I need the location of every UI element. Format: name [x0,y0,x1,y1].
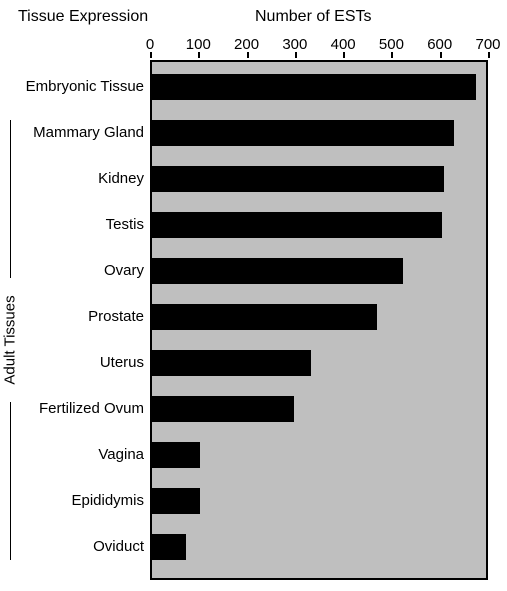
bar [152,212,442,238]
x-tick-mark [150,52,152,58]
x-tick-mark [198,52,200,58]
category-label: Ovary [4,262,144,279]
x-tick-mark [343,52,345,58]
category-label: Mammary Gland [4,124,144,141]
bar [152,350,311,376]
category-label: Vagina [4,446,144,463]
adult-tissues-label: Adult Tissues [2,295,19,384]
bracket-line-top [10,120,11,278]
bar [152,534,186,560]
x-tick-label: 400 [323,36,363,53]
est-bar-chart: Tissue Expression Number of ESTs 0 100 200… [0,0,507,591]
category-label: Epididymis [4,492,144,509]
x-tick-label: 0 [130,36,170,53]
x-tick-mark [247,52,249,58]
axis-title-right: Number of ESTs [255,8,371,26]
category-label: Testis [4,216,144,233]
x-tick-label: 600 [420,36,460,53]
axis-title-left: Tissue Expression [18,8,148,26]
bar [152,304,377,330]
category-label: Oviduct [4,538,144,555]
category-label: Prostate [4,308,144,325]
x-tick-mark [295,52,297,58]
x-tick-label: 200 [227,36,267,53]
bar [152,396,294,422]
bracket-line-bottom [10,402,11,560]
bar [152,258,403,284]
bar [152,166,444,192]
x-tick-label: 700 [468,36,507,53]
category-label: Fertilized Ovum [4,400,144,417]
x-tick-mark [488,52,490,58]
x-tick-label: 500 [371,36,411,53]
x-tick-label: 300 [275,36,315,53]
category-label: Uterus [4,354,144,371]
category-label: Kidney [4,170,144,187]
x-tick-mark [440,52,442,58]
category-label: Embryonic Tissue [4,78,144,95]
x-tick-label: 100 [178,36,218,53]
bar [152,488,200,514]
bar [152,442,200,468]
bar [152,120,454,146]
bar [152,74,476,100]
x-tick-mark [391,52,393,58]
